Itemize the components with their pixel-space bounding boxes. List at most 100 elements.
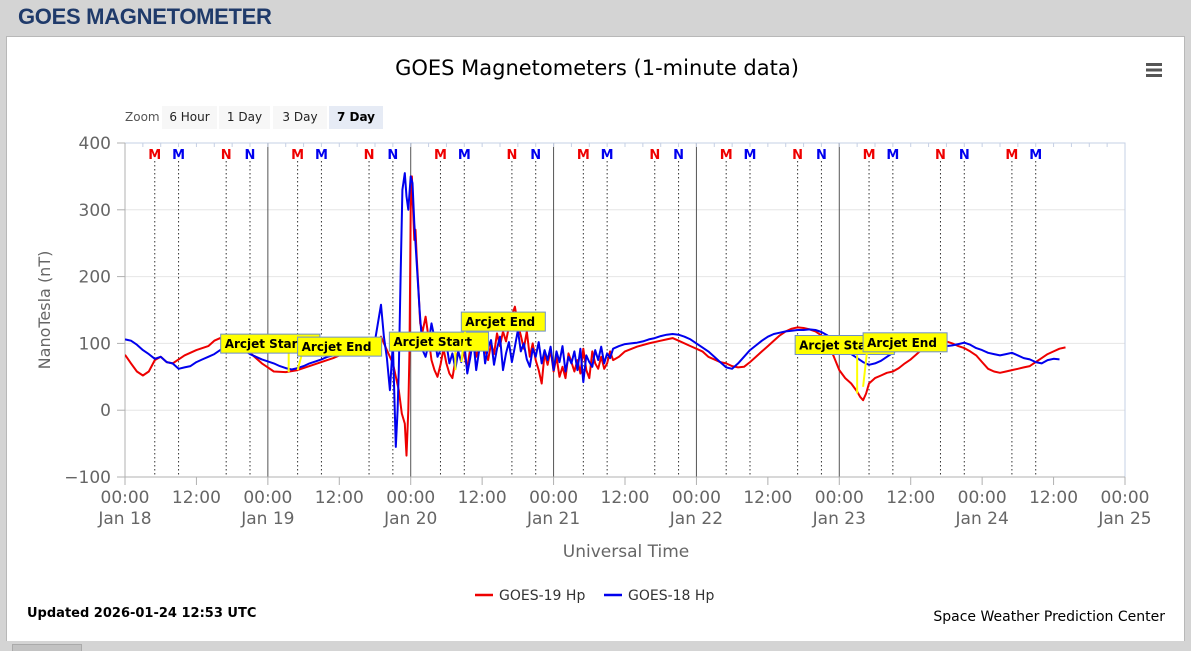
marker-label-n: N — [673, 148, 684, 163]
legend-item-goes-18[interactable]: GOES-18 Hp — [604, 588, 714, 604]
y-tick-label: 300 — [79, 201, 111, 221]
credit-label: Space Weather Prediction Center — [933, 609, 1165, 625]
y-tick-label: 200 — [79, 268, 111, 288]
marker-label-n: N — [959, 148, 970, 163]
x-tick-label-time: 00:00 — [386, 488, 435, 508]
marker-label-m: M — [172, 148, 185, 163]
x-tick-label-time: 12:00 — [315, 488, 364, 508]
x-tick-label-date: Jan 19 — [240, 509, 294, 529]
arcjet-label-text[interactable]: Arcjet Start — [393, 335, 472, 349]
zoom-button-bg-active[interactable] — [329, 106, 383, 129]
menu-bar-3 — [1146, 74, 1162, 77]
x-tick-label-time: 00:00 — [529, 488, 578, 508]
zoom-button-label[interactable]: 7 Day — [337, 110, 375, 124]
zoom-button-label[interactable]: 1 Day — [227, 110, 262, 124]
x-tick-label-date: Jan 21 — [526, 509, 580, 529]
marker-label-m: M — [1005, 148, 1018, 163]
x-tick-label-time: 12:00 — [886, 488, 935, 508]
legend-item-goes-19[interactable]: GOES-19 Hp — [475, 588, 585, 604]
legend: GOES-19 Hp GOES-18 Hp — [475, 588, 714, 604]
marker-label-m: M — [601, 148, 614, 163]
zoom-button-1-day[interactable]: 1 Day — [219, 106, 270, 129]
marker-label-n: N — [816, 148, 827, 163]
menu-bar-1 — [1146, 63, 1162, 66]
marker-label-n: N — [245, 148, 256, 163]
marker-label-m: M — [458, 148, 471, 163]
arcjet-pointer — [862, 350, 869, 387]
zoom-button-label[interactable]: 6 Hour — [169, 110, 209, 124]
zoom-button-7-day[interactable]: 7 Day — [329, 106, 383, 129]
zoom-button-bg[interactable] — [273, 106, 327, 129]
marker-label-n: N — [935, 148, 946, 163]
marker-label-n: N — [364, 148, 375, 163]
y-tick-label: 100 — [79, 334, 111, 354]
magnetometer-chart: GOES Magnetometers (1-minute data) Zoom … — [27, 56, 1166, 625]
hamburger-menu-icon[interactable] — [1142, 59, 1166, 81]
x-tick-label-date: Jan 18 — [97, 509, 151, 529]
marker-label-m: M — [863, 148, 876, 163]
arcjet-label-text[interactable]: Arcjet End — [465, 315, 535, 329]
legend-label-goes-19[interactable]: GOES-19 Hp — [499, 588, 585, 604]
zoom-label: Zoom — [125, 110, 160, 124]
menu-bar-2 — [1146, 68, 1162, 72]
y-tick-label: 400 — [79, 134, 111, 154]
updated-timestamp: Updated 2026-01-24 12:53 UTC — [27, 606, 256, 621]
arcjet-label-text[interactable]: Arcjet End — [302, 340, 372, 354]
chart-title: GOES Magnetometers (1-minute data) — [395, 56, 799, 80]
marker-label-m: M — [434, 148, 447, 163]
marker-label-m: M — [315, 148, 328, 163]
x-tick-label-time: 00:00 — [672, 488, 721, 508]
x-tick-label-time: 12:00 — [458, 488, 507, 508]
y-axis-title: NanoTesla (nT) — [35, 251, 54, 370]
x-tick-label-time: 12:00 — [601, 488, 650, 508]
page-header: GOES MAGNETOMETER — [0, 0, 1191, 36]
zoom-button-3-day[interactable]: 3 Day — [273, 106, 327, 129]
x-tick-label-time: 00:00 — [1101, 488, 1150, 508]
bottom-tab[interactable] — [12, 644, 82, 651]
arcjet-pointer — [296, 354, 303, 371]
x-tick-label-time: 00:00 — [815, 488, 864, 508]
x-tick-label-date: Jan 23 — [812, 509, 866, 529]
marker-label-m: M — [577, 148, 590, 163]
arcjet-label-box[interactable] — [460, 311, 546, 332]
zoom-toolbar: Zoom 6 Hour 1 Day 3 Day 7 Day — [125, 106, 383, 129]
plot-area: M M N N M M N N M M N N M M N N M M N N M M N N M M−1000100200300… — [64, 134, 1151, 529]
arcjet-label-box[interactable] — [297, 336, 383, 357]
series-line-goes-19-hp — [125, 175, 1066, 457]
marker-label-m: M — [291, 148, 304, 163]
zoom-button-6-hour[interactable]: 6 Hour — [162, 106, 217, 129]
arcjet-label-text[interactable]: Arcjet Start — [799, 339, 878, 353]
arcjet-label-text[interactable]: Arcjet Start — [225, 337, 304, 351]
arcjet-label-box[interactable] — [862, 332, 948, 353]
x-tick-label-date: Jan 20 — [383, 509, 437, 529]
legend-label-goes-18[interactable]: GOES-18 Hp — [628, 588, 714, 604]
marker-label-m: M — [744, 148, 757, 163]
marker-label-m: M — [720, 148, 733, 163]
series-line-goes-18-hp — [125, 172, 1060, 448]
x-tick-label-time: 12:00 — [1029, 488, 1078, 508]
marker-label-n: N — [649, 148, 660, 163]
zoom-button-bg[interactable] — [162, 106, 217, 129]
marker-label-n: N — [530, 148, 541, 163]
page-heading: GOES MAGNETOMETER — [18, 4, 272, 29]
zoom-button-label[interactable]: 3 Day — [282, 110, 317, 124]
plot-border — [124, 142, 1126, 478]
marker-label-m: M — [1029, 148, 1042, 163]
marker-label-m: M — [148, 148, 161, 163]
marker-label-n: N — [221, 148, 232, 163]
x-tick-label-date: Jan 25 — [1097, 509, 1151, 529]
zoom-button-bg[interactable] — [219, 106, 270, 129]
x-tick-label-date: Jan 24 — [955, 509, 1009, 529]
x-tick-label-time: 00:00 — [101, 488, 150, 508]
x-tick-label-time: 12:00 — [743, 488, 792, 508]
x-tick-label-date: Jan 22 — [669, 509, 723, 529]
y-tick-label: 0 — [100, 401, 111, 421]
x-tick-label-time: 12:00 — [172, 488, 221, 508]
arcjet-pointer — [460, 329, 467, 363]
marker-label-n: N — [387, 148, 398, 163]
chart-panel: GOES Magnetometers (1-minute data) Zoom … — [6, 36, 1185, 642]
marker-label-n: N — [792, 148, 803, 163]
y-tick-label: −100 — [64, 468, 111, 488]
arcjet-label-text[interactable]: Arcjet End — [867, 336, 937, 350]
x-axis-title: Universal Time — [563, 542, 689, 562]
